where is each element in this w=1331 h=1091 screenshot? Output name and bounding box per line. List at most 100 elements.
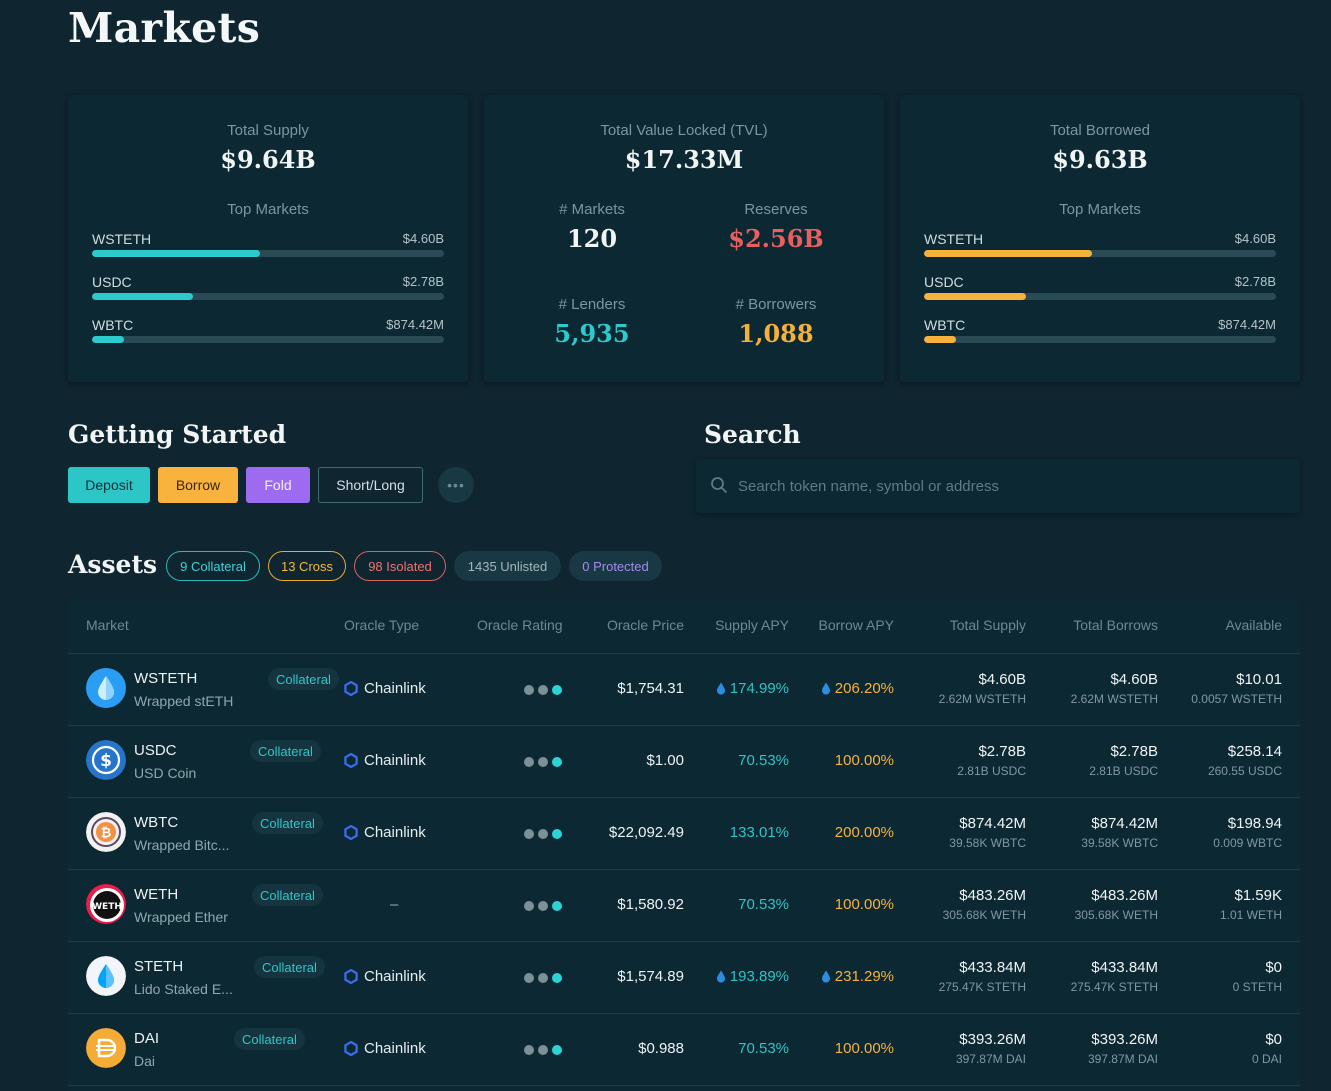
collateral-tag: Collateral (252, 812, 323, 834)
bar-market-name: WBTC (92, 317, 134, 333)
available-cell: $0 0 DAI (1252, 1031, 1282, 1066)
filter-isolated[interactable]: 98 Isolated (354, 551, 446, 581)
filter-collateral[interactable]: 9 Collateral (166, 551, 260, 581)
col-supply-apy[interactable]: Supply APY (715, 617, 789, 633)
short-long-button[interactable]: Short/Long (318, 467, 423, 503)
col-oracle-price[interactable]: Oracle Price (606, 617, 684, 633)
usdc-icon: $ (86, 740, 126, 780)
bar-fill (92, 336, 125, 343)
bar-market-value: $2.78B (1234, 274, 1276, 289)
oracle-rating (524, 829, 562, 839)
total-supply-usd: $4.60B (978, 671, 1026, 688)
table-row[interactable]: WETH WETH Collateral Wrapped Ether – $1,580.9… (68, 870, 1300, 942)
supply-apy: 70.53% (738, 1040, 789, 1057)
oracle-type: Chainlink (344, 824, 426, 841)
search-input[interactable] (738, 469, 1278, 503)
supply-apy-value: 70.53% (738, 752, 789, 769)
filter-cross[interactable]: 13 Cross (268, 551, 346, 581)
rating-dot (524, 973, 534, 983)
markets-value: 120 (566, 224, 618, 253)
borrowers-value: 1,088 (738, 319, 814, 348)
total-supply-amount: 2.62M WSTETH (938, 692, 1026, 706)
total-borrows-usd: $393.26M (1091, 1031, 1158, 1048)
total-supply-amount: 275.47K STETH (938, 980, 1026, 994)
weth-icon: WETH (86, 884, 126, 924)
col-total-supply[interactable]: Total Supply (949, 617, 1026, 633)
available-usd: $258.14 (1227, 743, 1282, 760)
markets-stat: # Markets 120 (502, 201, 682, 253)
token-symbol: WBTC (134, 814, 179, 831)
reserves-stat: Reserves $2.56B (686, 201, 866, 253)
total-borrows-usd: $4.60B (1110, 671, 1158, 688)
rating-dot (538, 757, 548, 767)
deposit-button[interactable]: Deposit (68, 467, 150, 503)
total-borrows-amount: 305.68K WETH (1074, 908, 1158, 922)
supply-apy: 174.99% (716, 680, 789, 697)
total-borrows-cell: $4.60B 2.62M WSTETH (1071, 671, 1158, 706)
available-usd: $198.94 (1227, 815, 1282, 832)
available-usd: $0 (1265, 959, 1282, 976)
oracle-type: Chainlink (344, 1040, 426, 1057)
table-row[interactable]: STETH Collateral Lido Staked E... Chainlink… (68, 942, 1300, 1014)
table-row[interactable]: ₿ WBTC Collateral Wrapped Bitc... Chainlink $… (68, 798, 1300, 870)
wsteth-icon (86, 668, 126, 708)
more-options-icon[interactable]: ••• (438, 467, 474, 503)
bar-track (924, 250, 1276, 257)
total-borrows-usd: $2.78B (1110, 743, 1158, 760)
oracle-price: $22,092.49 (608, 824, 684, 841)
col-oracle-rating[interactable]: Oracle Rating (477, 617, 563, 633)
available-usd: $0 (1265, 1031, 1282, 1048)
borrow-apy-value: 100.00% (834, 752, 894, 769)
supply-apy-value: 133.01% (729, 824, 789, 841)
bar-market-value: $2.78B (402, 274, 444, 289)
bar-market-value: $4.60B (1234, 231, 1276, 246)
filter-unlisted[interactable]: 1435 Unlisted (454, 551, 561, 581)
col-market[interactable]: Market (86, 617, 129, 633)
bar-fill (924, 336, 957, 343)
supply-bar-row: USDC $2.78B (92, 274, 444, 308)
rating-dot-active (552, 901, 562, 911)
oracle-rating (524, 973, 562, 983)
total-supply-amount: 39.58K WBTC (949, 836, 1026, 850)
col-total-borrows[interactable]: Total Borrows (1073, 617, 1158, 633)
filter-protected[interactable]: 0 Protected (569, 551, 662, 581)
total-supply-cell: $2.78B 2.81B USDC (957, 743, 1026, 778)
borrow-apy: 100.00% (835, 1040, 894, 1057)
collateral-tag: Collateral (234, 1028, 305, 1050)
total-borrows-usd: $483.26M (1091, 887, 1158, 904)
bar-track (924, 293, 1276, 300)
borrow-button[interactable]: Borrow (158, 467, 238, 503)
search-icon (711, 477, 727, 493)
bar-track (92, 293, 444, 300)
oracle-rating (524, 901, 562, 911)
total-borrowed-card: Total Borrowed $9.63B Top Markets WSTETH… (900, 95, 1300, 382)
total-borrows-usd: $433.84M (1091, 959, 1158, 976)
available-amount: 0.009 WBTC (1213, 836, 1282, 850)
total-borrows-cell: $874.42M 39.58K WBTC (1081, 815, 1158, 850)
top-markets-label: Top Markets (1059, 201, 1141, 218)
col-borrow-apy[interactable]: Borrow APY (818, 617, 894, 633)
total-supply-usd: $874.42M (959, 815, 1026, 832)
rating-dot-active (552, 685, 562, 695)
borrow-apy: 206.20% (821, 680, 894, 697)
bar-fill (924, 293, 1026, 300)
total-borrows-cell: $483.26M 305.68K WETH (1075, 887, 1158, 922)
table-row[interactable]: DAI Collateral Dai Chainlink $0.988 70.53% 100… (68, 1014, 1300, 1086)
col-oracle-type[interactable]: Oracle Type (344, 617, 420, 633)
oracle-type-label: – (390, 896, 399, 913)
available-cell: $258.14 260.55 USDC (1208, 743, 1282, 778)
bar-market-name: WSTETH (924, 231, 984, 247)
table-row[interactable]: $ USDC Collateral USD Coin Chainlink $1.00 70.… (68, 726, 1300, 798)
search-title: Search (704, 420, 801, 449)
table-row[interactable]: WSTETH Collateral Wrapped stETH Chainlink $1… (68, 654, 1300, 726)
oracle-rating (524, 757, 562, 767)
total-borrows-amount: 397.87M DAI (1087, 1052, 1158, 1066)
col-available[interactable]: Available (1225, 617, 1282, 633)
total-supply-amount: 2.81B USDC (957, 764, 1026, 778)
total-supply-usd: $483.26M (959, 887, 1026, 904)
fold-button[interactable]: Fold (246, 467, 310, 503)
oracle-rating (524, 1045, 562, 1055)
available-cell: $1.59K 1.01 WETH (1220, 887, 1282, 922)
rating-dot-active (552, 1045, 562, 1055)
svg-text:WETH: WETH (92, 902, 122, 912)
